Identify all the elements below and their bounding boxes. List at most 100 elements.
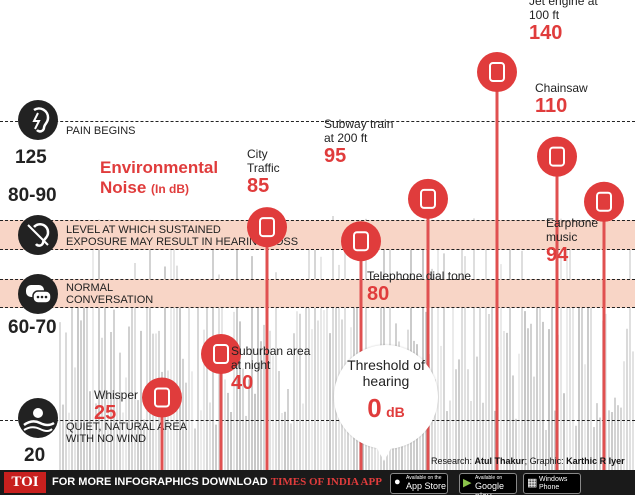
exposure-line-top: [0, 220, 635, 221]
footer-download-text: FOR MORE INFOGRAPHICS DOWNLOAD: [52, 476, 268, 488]
footer-text: FOR MORE INFOGRAPHICS DOWNLOAD TIMES OF …: [52, 476, 382, 488]
research-label: Research:: [431, 456, 473, 466]
source-name: 100 ft: [529, 8, 560, 22]
source-value: 140: [529, 22, 563, 44]
pain-icon: [18, 100, 58, 140]
source-label: Earphone music 94: [546, 216, 598, 266]
chainsaw-icon: [537, 136, 577, 177]
level-label-pain: PAIN BEGINS: [66, 125, 135, 137]
windows-line1: Windows: [539, 476, 568, 483]
threshold-name-line2: hearing: [362, 373, 410, 389]
hearing-loss-band: [0, 220, 635, 250]
source-label: Chainsaw 110: [535, 81, 588, 117]
source-label: Subway train at 200 ft 95: [324, 117, 393, 167]
graphic-label: Graphic:: [529, 456, 564, 466]
source-name: Subway train: [324, 116, 394, 131]
app-store-button[interactable]: ● Available on the App Store: [390, 473, 448, 494]
credits: Research: Atul Thakur; Graphic: Karthic …: [431, 456, 625, 466]
icon-glyph: [596, 191, 612, 212]
level-label-pain-line: PAIN BEGINS: [66, 125, 136, 137]
apple-icon: ●: [394, 476, 401, 488]
level-label-quiet-line2: WITH NO WIND: [66, 433, 147, 445]
level-value-quiet: 20: [24, 445, 46, 466]
google-play-button[interactable]: ▶ Available on Google play: [459, 473, 517, 495]
play-icon: ▶: [463, 477, 472, 489]
threshold-value: 0 dB: [334, 393, 438, 424]
traffic-light-icon: [247, 207, 287, 248]
pain-line: [0, 121, 635, 122]
quiet-nature-icon: [18, 398, 58, 438]
earphones-icon: [584, 181, 624, 222]
google-play-small: Available on: [475, 475, 503, 481]
bubble-pointer: [374, 443, 394, 461]
app-store-small: Available on the: [406, 475, 442, 481]
source-label: Jet engine at 100 ft 140: [529, 0, 598, 44]
source-value: 80: [367, 283, 390, 306]
icon-glyph: [154, 387, 170, 408]
chart-title: Environmental Noise (In dB): [100, 158, 218, 199]
level-label-normal: NORMAL CONVERSATION: [66, 282, 153, 306]
research-name: Atul Thakur: [474, 456, 525, 466]
level-value-exposure: 80-90: [8, 185, 57, 206]
level-label-quiet: QUIET, NATURAL AREA WITH NO WIND: [66, 421, 187, 445]
footer-bar: TOI FOR MORE INFOGRAPHICS DOWNLOAD TIMES…: [0, 470, 635, 495]
source-label: Suburban area at night 40: [231, 344, 310, 394]
threshold-value-number: 0: [367, 393, 382, 423]
source-name: City: [247, 147, 268, 162]
threshold-name-line1: Threshold of: [347, 357, 425, 373]
source-value: 85: [247, 175, 270, 198]
source-value: 110: [535, 94, 568, 117]
source-label: Whisper 25: [94, 388, 138, 424]
source-value: 25: [94, 401, 117, 424]
conversation-band: [0, 279, 635, 308]
train-icon: [408, 178, 448, 219]
source-value: 94: [546, 243, 569, 266]
phone-icon: [341, 221, 381, 262]
exposure-line-bottom: [0, 249, 635, 250]
icon-glyph: [489, 62, 505, 82]
app-store-label: App Store: [406, 481, 447, 491]
icon-glyph: [549, 146, 565, 167]
source-name: Whisper: [94, 387, 139, 402]
source-name: at 200 ft: [324, 130, 368, 145]
windows-icon: ▦: [527, 477, 538, 489]
airplane-icon: [477, 52, 517, 92]
footer-app-name: TIMES OF INDIA APP: [270, 476, 382, 488]
quiet-line: [0, 420, 635, 421]
title-line2: Noise: [100, 178, 147, 197]
level-label-normal-line2: CONVERSATION: [66, 294, 154, 306]
source-name: Jet engine at: [529, 0, 598, 8]
windows-phone-button[interactable]: ▦ Windows Phone: [523, 473, 581, 494]
threshold-bubble: Threshold of hearing 0 dB: [334, 345, 438, 461]
icon-glyph: [420, 188, 436, 209]
speech-bubbles-icon: [18, 274, 58, 314]
ear-icon: [18, 215, 58, 255]
level-value-pain: 125: [15, 147, 47, 168]
normal-line-top: [0, 279, 635, 280]
level-label-quiet-line1: QUIET, NATURAL AREA: [66, 421, 188, 433]
source-name: Suburban area: [231, 344, 311, 358]
source-label: Telephone dial tone 80: [367, 269, 471, 305]
source-value: 40: [231, 372, 254, 394]
level-label-normal-line1: NORMAL: [66, 282, 114, 294]
title-line1: Environmental: [100, 158, 219, 177]
buildings-icon: [201, 334, 241, 374]
hand-icon: [142, 377, 182, 418]
level-label-exposure-line2: EXPOSURE MAY RESULT IN HEARING LOSS: [66, 236, 299, 248]
google-play-label: Google play: [475, 481, 505, 495]
source-name: music: [546, 229, 578, 244]
toi-logo: TOI: [4, 472, 46, 493]
source-value: 95: [324, 144, 347, 167]
threshold-value-unit: dB: [386, 404, 405, 420]
source-label: City Traffic 85: [247, 147, 280, 197]
source-name: Chainsaw: [535, 80, 588, 95]
source-name: Telephone dial tone: [367, 269, 472, 284]
icon-glyph: [259, 217, 275, 238]
level-label-exposure-line1: LEVEL AT WHICH SUSTAINED: [66, 224, 221, 236]
windows-line2: Phone: [539, 484, 560, 491]
source-name: Earphone: [546, 215, 599, 230]
level-label-exposure: LEVEL AT WHICH SUSTAINED EXPOSURE MAY RES…: [66, 224, 298, 248]
